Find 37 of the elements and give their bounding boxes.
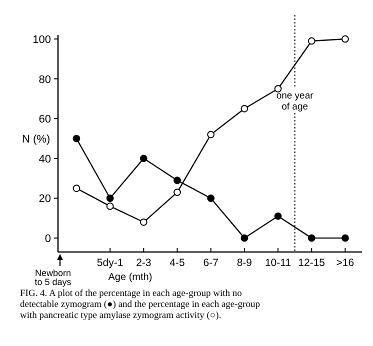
x-tick-label: 8-9 xyxy=(236,257,252,269)
caption: FIG. 4. A plot of the percentage in each age-group with no detectable zymogram (●) and the percentage in each age-group with pancreatic type amylase zymogram activity (○). xyxy=(20,289,260,321)
point xyxy=(274,85,282,92)
x-tick-label: 2-3 xyxy=(136,257,152,269)
y-tick-label: 40 xyxy=(38,153,51,166)
x-tick-label: 4-5 xyxy=(170,257,185,269)
annotation: one year of age xyxy=(276,90,314,113)
y-axis-title: N (%) xyxy=(22,134,50,146)
x-tick-label: 10-11 xyxy=(264,257,292,269)
point xyxy=(140,218,148,226)
point xyxy=(140,154,148,162)
point xyxy=(240,234,248,242)
y-tick-label: 60 xyxy=(38,114,51,126)
point xyxy=(174,188,181,196)
text: Newborn to 5 days xyxy=(34,268,72,287)
x-tick-label: 12-15 xyxy=(298,257,326,269)
point xyxy=(308,37,316,45)
x-tick-label: >16 xyxy=(336,257,354,269)
y-tick-label: 100 xyxy=(32,34,51,46)
point xyxy=(342,35,349,43)
point xyxy=(308,234,316,242)
point xyxy=(274,212,282,220)
x-tick-label: 5dy-1 xyxy=(96,257,124,269)
point xyxy=(106,202,114,210)
point xyxy=(207,130,215,138)
y-tick-label: 0 xyxy=(44,233,51,246)
point xyxy=(207,194,215,202)
point xyxy=(72,184,80,192)
point xyxy=(72,134,80,142)
point xyxy=(342,234,349,242)
x-axis-title: Age (mth) xyxy=(108,272,152,283)
point xyxy=(106,194,114,202)
point xyxy=(174,176,181,184)
point xyxy=(240,104,248,112)
y-tick-label: 80 xyxy=(38,74,51,86)
y-tick-label: 20 xyxy=(38,193,51,206)
x-tick-label: 6-7 xyxy=(203,257,219,269)
